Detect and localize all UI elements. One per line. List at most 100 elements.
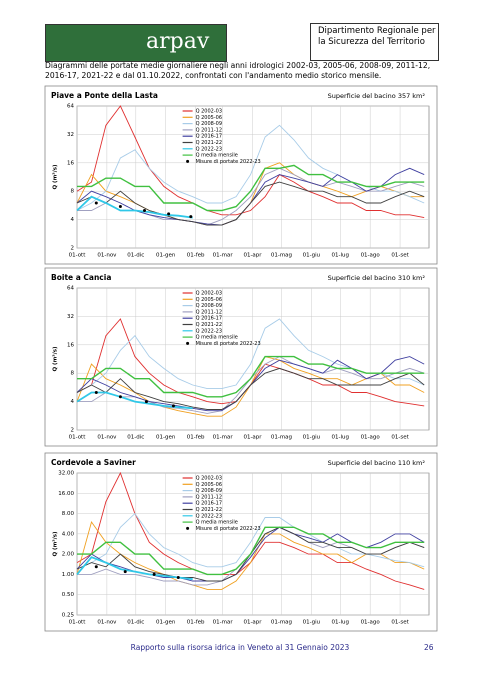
logo: arpav <box>45 24 227 62</box>
measurement-point <box>94 201 98 205</box>
series-line <box>76 367 425 410</box>
y-tick-label: 2.00 <box>62 552 75 558</box>
x-tick-label: 01-mag <box>271 253 292 259</box>
x-tick-label: 01-apr <box>243 253 262 259</box>
legend-label: Q 2011-12 <box>196 309 222 315</box>
y-tick-label: 2 <box>71 428 75 434</box>
measurement-point <box>118 395 122 399</box>
x-tick-label: 01-dic <box>127 620 144 626</box>
x-tick-label: 01-mar <box>213 253 234 259</box>
chart-subtitle: Superficie del bacino 110 km² <box>328 459 426 467</box>
legend-label: Misure di portate 2022-23 <box>196 341 261 347</box>
plot-area <box>76 105 430 249</box>
x-tick-label: 01-feb <box>187 620 205 626</box>
measurement-point <box>123 570 127 574</box>
y-tick-label: 8 <box>71 371 75 377</box>
series-line <box>76 556 193 581</box>
y-tick-label: 8.00 <box>62 511 75 517</box>
x-tick-label: 01-ago <box>361 620 381 626</box>
legend-label: Misure di portate 2022-23 <box>196 526 261 532</box>
legend-swatch <box>186 526 190 530</box>
x-tick-label: 01-ago <box>361 253 381 259</box>
caption: Diagrammi delle portate medie giornalier… <box>45 61 431 80</box>
measurement-point <box>118 205 122 209</box>
measurement-point <box>143 208 147 212</box>
x-tick-label: 01-lug <box>332 435 350 441</box>
x-tick-label: 01-ott <box>69 253 87 259</box>
y-tick-label: 32 <box>67 314 74 320</box>
y-tick-label: 64 <box>67 104 74 110</box>
legend-label: Q 2021-22 <box>196 140 222 146</box>
x-tick-label: 01-ott <box>69 620 87 626</box>
x-tick-label: 01-mag <box>271 620 292 626</box>
series-line <box>77 355 425 398</box>
y-tick-label: 32.00 <box>58 471 74 477</box>
legend-label: Q 2021-22 <box>196 322 222 328</box>
y-tick-label: 8 <box>71 189 75 195</box>
y-tick-label: 64 <box>67 286 74 292</box>
y-tick-label: 2 <box>71 246 75 252</box>
y-tick-label: 4.00 <box>62 531 75 537</box>
measurement-point <box>152 572 156 576</box>
x-tick-label: 01-gen <box>156 253 176 259</box>
y-axis-label: Q (m³/s) <box>52 531 59 557</box>
y-tick-label: 0.50 <box>62 592 75 598</box>
chart-title: Boite a Cancia <box>51 273 111 282</box>
series-line <box>77 526 425 576</box>
x-tick-label: 01-nov <box>97 253 117 259</box>
measurement-point <box>94 565 98 569</box>
legend-label: Q 2022-23 <box>196 146 222 152</box>
chart-subtitle: Superficie del bacino 310 km² <box>328 274 426 282</box>
legend-label: Q 2008-09 <box>196 488 222 494</box>
legend-label: Misure di portate 2022-23 <box>196 159 261 165</box>
legend-label: Q 2022-23 <box>196 513 222 519</box>
x-tick-label: 01-gen <box>156 620 176 626</box>
legend-label: Q 2005-06 <box>196 482 222 488</box>
legend-label: Q media mensile <box>196 153 238 159</box>
x-tick-label: 01-ott <box>69 435 87 441</box>
legend-swatch <box>186 159 190 163</box>
x-tick-label: 01-lug <box>332 620 350 626</box>
x-tick-label: 01-dic <box>127 253 144 259</box>
x-tick-label: 01-set <box>391 253 409 259</box>
legend-label: Q 2022-23 <box>196 328 222 334</box>
x-tick-label: 01-giu <box>303 435 321 441</box>
y-axis-label: Q (m³/s) <box>52 346 59 372</box>
series-line <box>77 164 425 212</box>
department: Dipartimento Regionale per la Sicurezza … <box>318 26 436 47</box>
x-tick-label: 01-mar <box>213 435 234 441</box>
x-tick-label: 01-nov <box>97 435 117 441</box>
measurement-point <box>167 212 171 216</box>
x-tick-label: 01-ago <box>361 435 381 441</box>
legend-label: Q media mensile <box>196 520 238 526</box>
legend-swatch <box>186 341 190 345</box>
legend-label: Q 2016-17 <box>196 134 222 140</box>
x-tick-label: 01-giu <box>303 253 321 259</box>
y-tick-label: 1.00 <box>62 572 75 578</box>
measurement-point <box>189 215 193 219</box>
y-tick-label: 32 <box>67 132 74 138</box>
legend-label: Q 2016-17 <box>196 316 222 322</box>
y-axis-label: Q (m³/s) <box>52 164 59 190</box>
x-tick-label: 01-apr <box>243 620 262 626</box>
legend-label: Q 2008-09 <box>196 121 222 127</box>
legend-label: Q 2008-09 <box>196 303 222 309</box>
chart-title: Piave a Ponte della Lasta <box>51 91 158 100</box>
department-box <box>310 23 439 61</box>
x-tick-label: 01-mag <box>271 435 292 441</box>
page-number: 26 <box>424 643 434 652</box>
x-tick-label: 01-gen <box>156 435 176 441</box>
y-tick-label: 16.00 <box>58 491 74 497</box>
series-line <box>76 195 193 219</box>
legend-label: Q media mensile <box>196 335 238 341</box>
chart-subtitle: Superficie del bacino 357 km² <box>328 92 426 100</box>
chart-title: Cordevole a Saviner <box>51 458 136 467</box>
measurement-point <box>94 390 98 394</box>
measurement-point <box>144 400 148 404</box>
x-tick-label: 01-dic <box>127 435 144 441</box>
legend-label: Q 2016-17 <box>196 501 222 507</box>
legend-label: Q 2021-22 <box>196 507 222 513</box>
legend-label: Q 2011-12 <box>196 494 222 500</box>
legend-label: Q 2002-03 <box>196 476 222 482</box>
